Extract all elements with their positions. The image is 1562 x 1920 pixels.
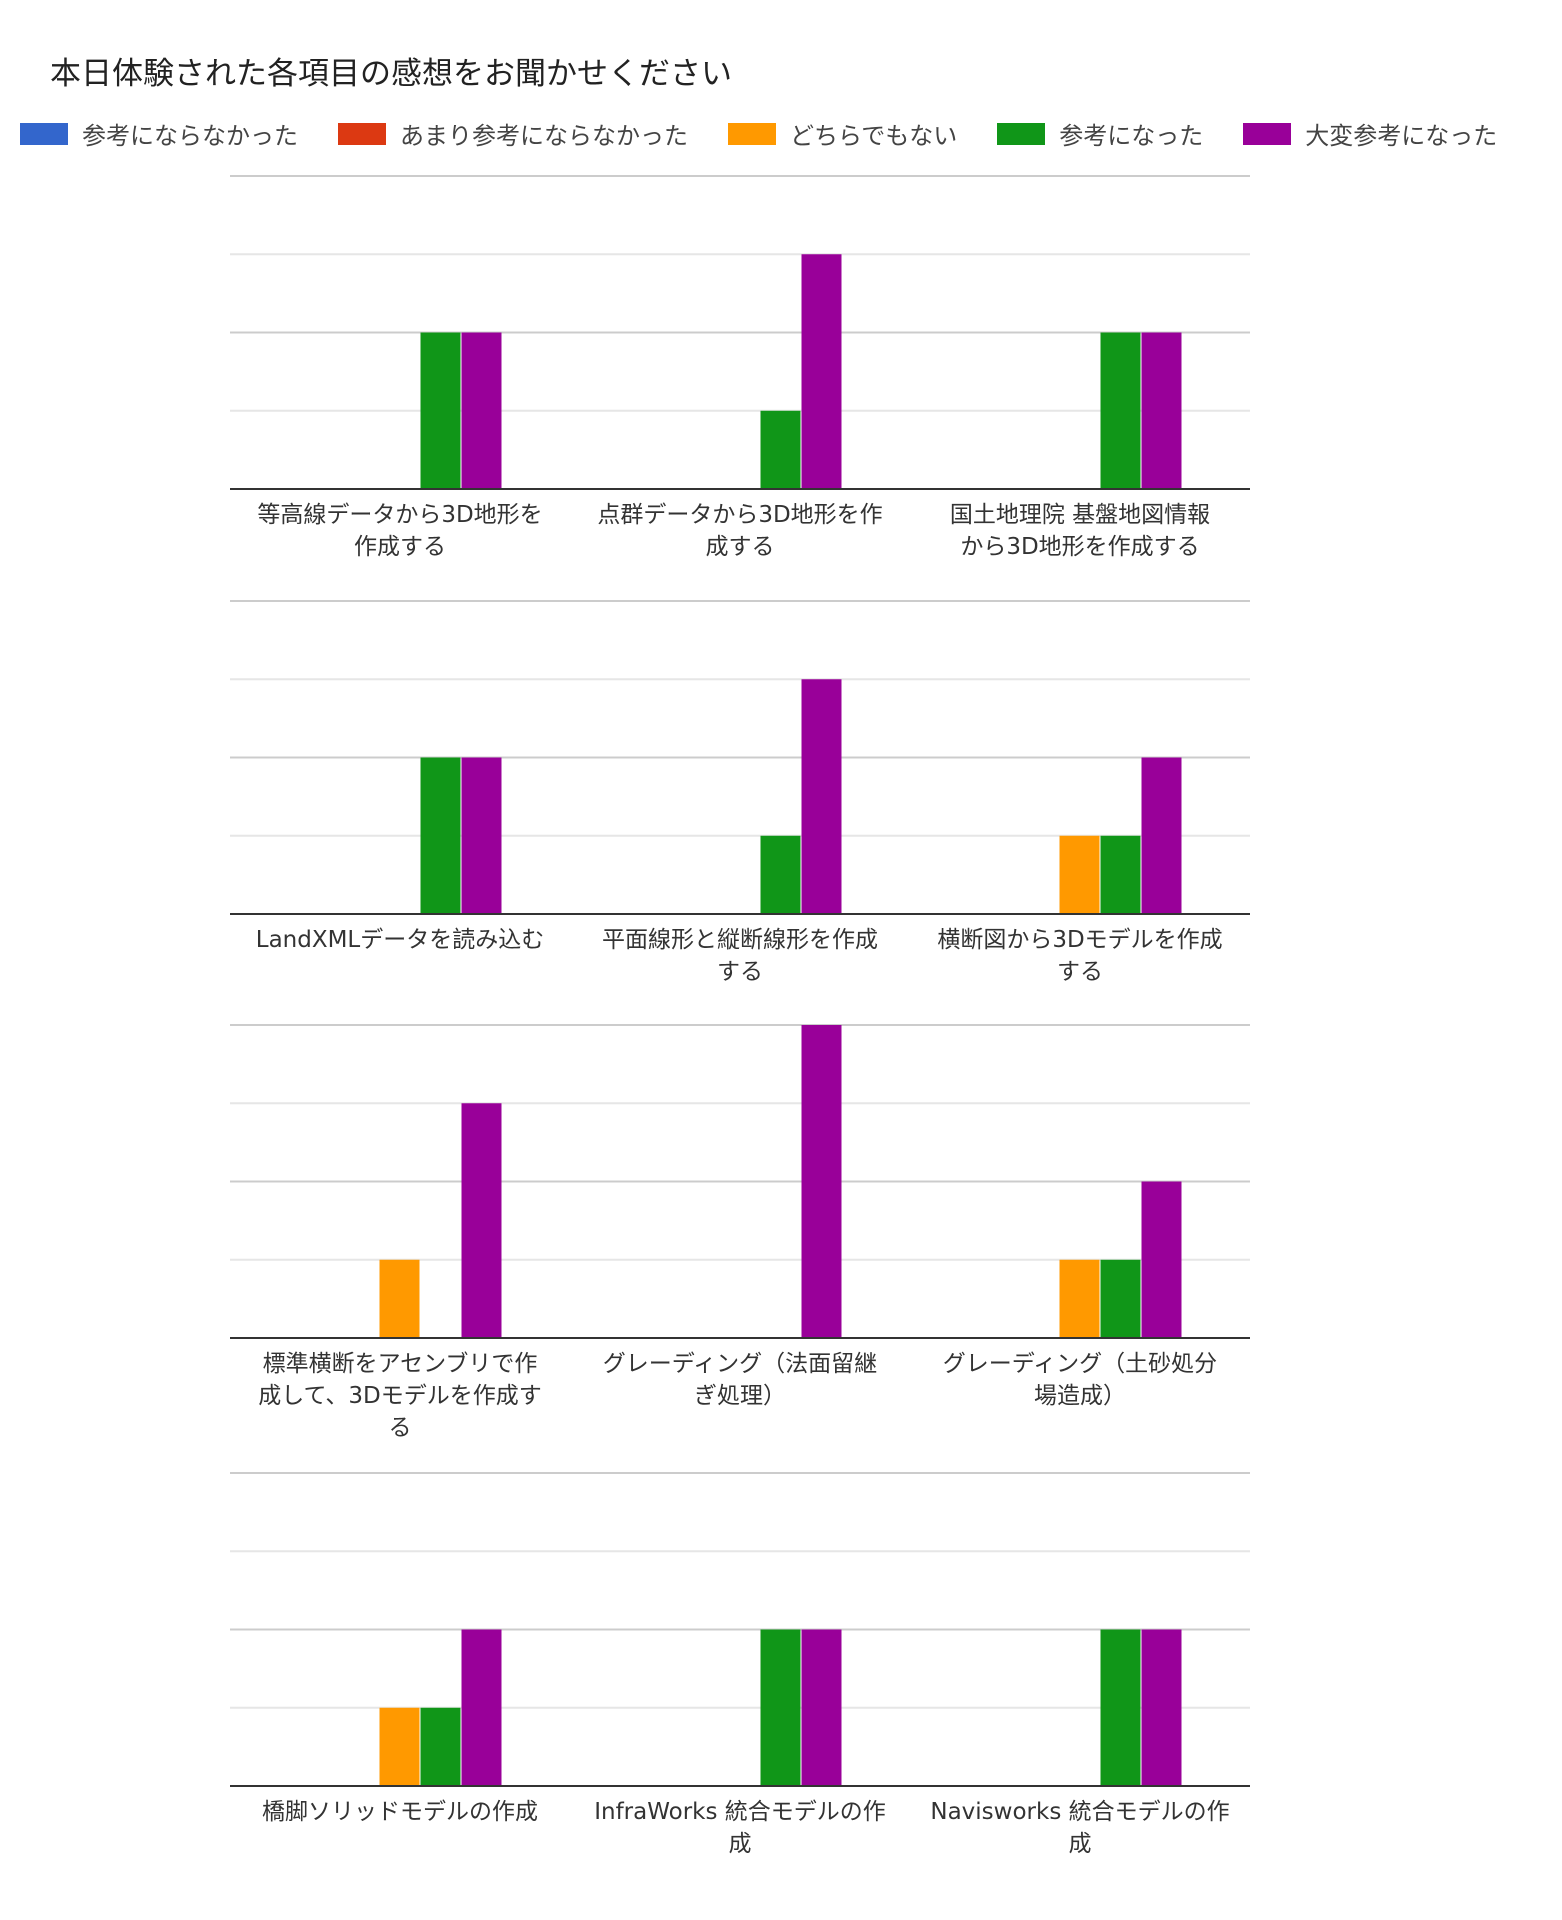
x-tick-label: 横断図から3Dモデルを作成: [937, 927, 1222, 953]
legend-swatch: [338, 122, 386, 145]
x-tick-label: から3D地形を作成する: [960, 534, 1199, 560]
bar-5: [461, 1629, 502, 1786]
x-tick-label: 成: [729, 1831, 752, 1857]
legend: 参考にならなかった あまり参考にならなかった どちらでもない 参考になった 大変…: [20, 116, 1497, 151]
bar-5: [801, 1629, 842, 1786]
bar-3: [1059, 835, 1100, 914]
legend-item[interactable]: 大変参考になった: [1243, 116, 1497, 151]
bar-4: [1100, 1629, 1141, 1786]
legend-label: あまり参考にならなかった: [400, 122, 688, 150]
chart-title: 本日体験された各項目の感想をお聞かせください: [50, 56, 732, 92]
x-tick-label: 成する: [706, 534, 775, 560]
bar-3: [1059, 1259, 1100, 1338]
x-tick-label: する: [1057, 959, 1103, 985]
x-tick-label: 橋脚ソリッドモデルの作成: [262, 1799, 538, 1825]
legend-label: どちらでもない: [790, 122, 958, 150]
bar-4: [1100, 835, 1141, 914]
legend-label: 参考にならなかった: [82, 122, 298, 150]
legend-item[interactable]: あまり参考にならなかった: [338, 116, 688, 151]
bar-5: [461, 757, 502, 914]
bar-4: [760, 410, 801, 489]
bar-4: [760, 1629, 801, 1786]
x-tick-label: 成して、3Dモデルを作成す: [258, 1383, 542, 1409]
x-tick-label: 国土地理院 基盤地図情報: [950, 502, 1210, 528]
legend-swatch: [20, 122, 68, 145]
x-tick-label: 点群データから3D地形を作: [597, 502, 882, 528]
x-tick-label: 標準横断をアセンブリで作: [263, 1351, 538, 1377]
x-tick-label: LandXMLデータを読み込む: [256, 927, 545, 953]
bar-5: [801, 254, 842, 489]
bar-4: [760, 835, 801, 914]
x-tick-label: InfraWorks 統合モデルの作: [594, 1799, 886, 1825]
legend-label: 参考になった: [1059, 122, 1204, 150]
bar-4: [420, 332, 461, 489]
bar-5: [1141, 757, 1182, 914]
bar-5: [801, 1025, 842, 1338]
bar-3: [379, 1707, 420, 1786]
legend-item[interactable]: 参考になった: [997, 116, 1203, 151]
x-tick-label: グレーディング（土砂処分: [943, 1351, 1217, 1377]
bar-4: [420, 1707, 461, 1786]
legend-swatch: [1243, 122, 1292, 145]
bar-3: [379, 1259, 420, 1338]
legend-item[interactable]: 参考にならなかった: [20, 116, 298, 151]
bar-5: [1141, 1629, 1182, 1786]
legend-swatch: [728, 122, 776, 145]
x-tick-label: 等高線データから3D地形を: [257, 502, 542, 528]
x-tick-label: グレーディング（法面留継: [603, 1351, 877, 1377]
x-tick-label: 成: [1069, 1831, 1092, 1857]
x-tick-label: 作成する: [354, 534, 446, 560]
x-tick-label: 場造成）: [1034, 1383, 1126, 1409]
x-tick-label: ぎ処理）: [694, 1383, 786, 1409]
legend-swatch: [997, 122, 1046, 145]
legend-label: 大変参考になった: [1305, 122, 1498, 150]
x-tick-label: する: [717, 959, 763, 985]
bar-4: [1100, 332, 1141, 489]
bar-5: [1141, 1181, 1182, 1338]
x-tick-label: Navisworks 統合モデルの作: [930, 1799, 1229, 1825]
bar-5: [801, 679, 842, 914]
bar-5: [1141, 332, 1182, 489]
x-tick-label: る: [389, 1415, 412, 1441]
x-tick-label: 平面線形と縦断線形を作成: [602, 927, 878, 953]
legend-item[interactable]: どちらでもない: [728, 116, 957, 151]
bar-4: [1100, 1259, 1141, 1338]
bar-5: [461, 1103, 502, 1338]
bar-5: [461, 332, 502, 489]
bar-4: [420, 757, 461, 914]
